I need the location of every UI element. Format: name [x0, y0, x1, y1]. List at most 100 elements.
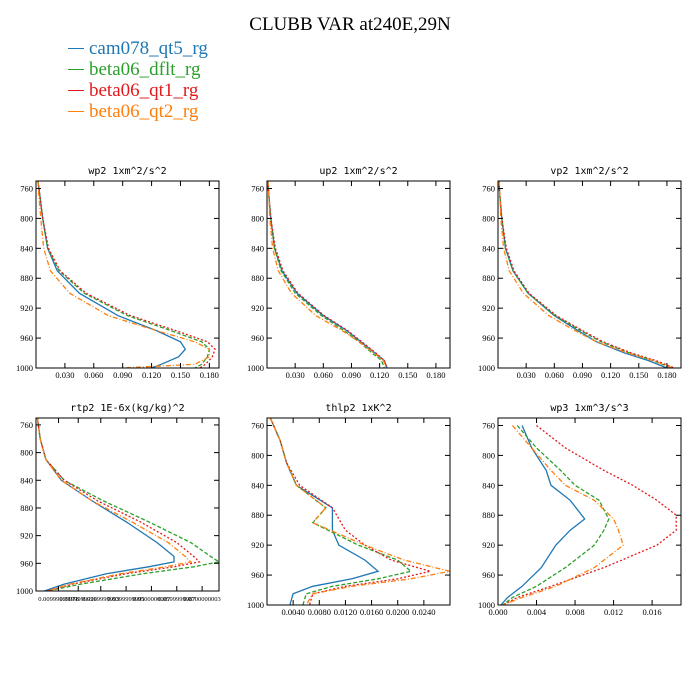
series-line: [498, 181, 668, 368]
y-tick-label: 760: [482, 183, 495, 193]
x-tick-label: 0.012: [604, 607, 623, 617]
y-tick-label: 920: [20, 531, 33, 541]
panel-5: thlp2 1xK^2 760 800 840 880 920 960 1000 0.0040 0…: [247, 403, 451, 617]
y-tick-label: 840: [20, 243, 33, 253]
y-tick-label: 920: [251, 303, 264, 313]
series-line: [36, 418, 201, 591]
x-tick-label: 0.0200: [386, 607, 409, 617]
x-tick-label: 0.090: [113, 370, 132, 380]
series-line: [502, 425, 624, 605]
y-tick-label: 840: [482, 243, 495, 253]
y-tick-label: 960: [482, 570, 495, 580]
y-tick-label: 800: [482, 450, 495, 460]
x-tick-label: 0.0040: [281, 607, 304, 617]
series-line: [498, 181, 672, 368]
y-tick-label: 1000: [478, 363, 495, 373]
series-line: [37, 181, 211, 368]
series-line: [267, 181, 387, 368]
y-tick-label: 960: [251, 333, 264, 343]
series-line: [502, 424, 677, 605]
series-line: [37, 181, 216, 368]
y-tick-label: 760: [482, 420, 495, 430]
x-tick-label: 0.030: [55, 370, 74, 380]
y-tick-label: 880: [482, 273, 495, 283]
series-line: [498, 181, 673, 368]
legend-label: beta06_dflt_rg: [89, 58, 201, 80]
x-tick-label: 0.030: [286, 370, 305, 380]
panel-1: wp2 1xm^2/s^2 760 800 840 880 920 960 1000 0.030…: [16, 166, 220, 380]
legend-swatch: [68, 90, 84, 91]
panel-3: vp2 1xm^2/s^2 760 800 840 880 920 960 1000 0.030…: [478, 166, 682, 380]
x-tick-label: 0.030: [517, 370, 536, 380]
y-tick-label: 800: [251, 450, 264, 460]
y-tick-label: 880: [482, 510, 495, 520]
plot-frame: [266, 417, 451, 606]
y-tick-label: 800: [20, 213, 33, 223]
x-tick-label: 0.180: [200, 370, 219, 380]
y-tick-label: 760: [20, 420, 33, 430]
panel-title: up2 1xm^2/s^2: [319, 166, 397, 177]
x-tick-label: 0.150: [171, 370, 190, 380]
series-line: [36, 418, 175, 591]
y-tick-label: 880: [20, 503, 33, 513]
series-line: [37, 181, 187, 368]
y-tick-label: 1000: [16, 363, 33, 373]
chart-title: CLUBB VAR at240E,29N: [249, 14, 451, 35]
panel-title: wp2 1xm^2/s^2: [88, 166, 166, 177]
x-tick-label: 0.000: [488, 607, 507, 617]
y-tick-label: 880: [251, 510, 264, 520]
y-tick-label: 960: [251, 570, 264, 580]
x-tick-label: 0.00999999978: [38, 596, 79, 603]
plot-frame: [497, 180, 682, 369]
legend-label: beta06_qt2_rg: [89, 100, 199, 122]
x-tick-label: 0.0240: [412, 607, 435, 617]
y-tick-label: 920: [20, 303, 33, 313]
y-tick-label: 920: [482, 540, 495, 550]
y-tick-label: 960: [482, 333, 495, 343]
series-line: [502, 425, 610, 605]
y-tick-label: 880: [251, 273, 264, 283]
y-tick-label: 880: [20, 273, 33, 283]
legend-label: beta06_qt1_rg: [89, 79, 199, 101]
x-tick-label: 0.060: [545, 370, 564, 380]
plot-frame: [35, 417, 220, 592]
panel-title: wp3 1xm^3/s^3: [550, 403, 628, 414]
x-tick-label: 0.016: [643, 607, 662, 617]
x-tick-label: 0.180: [426, 370, 445, 380]
x-tick-label: 0.0160: [360, 607, 383, 617]
y-tick-label: 800: [20, 448, 33, 458]
y-tick-label: 760: [20, 183, 33, 193]
series-line: [500, 425, 586, 605]
legend-item: cam078_qt5_rg: [68, 38, 208, 59]
x-tick-label: 0.008: [565, 607, 584, 617]
panel-6: wp3 1xm^3/s^3 760 800 840 880 920 960 10000.000…: [478, 403, 682, 617]
panel-2: up2 1xm^2/s^2 760 800 840 880 920 960 1000 0.030…: [247, 166, 451, 380]
y-tick-label: 920: [482, 303, 495, 313]
x-tick-label: 0.004: [527, 607, 547, 617]
x-tick-label: 0.0299999993: [82, 596, 119, 603]
plot-frame: [497, 417, 682, 606]
legend: cam078_qt5_rg beta06_dflt_rg beta06_qt1_…: [68, 38, 208, 122]
x-tick-label: 0.090: [342, 370, 361, 380]
panel-title: thlp2 1xK^2: [325, 403, 391, 414]
x-tick-label: 0.120: [601, 370, 620, 380]
x-tick-label: 0.0199999996: [60, 596, 98, 603]
series-line: [269, 418, 380, 605]
x-tick-label: 0.150: [629, 370, 648, 380]
plot-frame: [266, 180, 451, 369]
legend-item: beta06_dflt_rg: [68, 59, 208, 80]
panel-4: rtp2 1E-6x(kg/kg)^2 760 800 840 880 920 960 100…: [16, 403, 221, 603]
x-tick-label: 0.120: [142, 370, 161, 380]
x-tick-label: 0.0080: [308, 607, 331, 617]
series-line: [498, 181, 675, 368]
legend-swatch: [68, 111, 84, 112]
legend-item: beta06_qt2_rg: [68, 101, 208, 122]
x-tick-label: 0.150: [398, 370, 417, 380]
x-tick-label: 0.0599999987: [158, 596, 196, 603]
plot-frame: [35, 180, 220, 369]
x-tick-label: 0.0700000003: [183, 596, 220, 603]
x-tick-label: 0.060: [84, 370, 103, 380]
y-tick-label: 1000: [247, 600, 264, 610]
y-tick-label: 1000: [16, 586, 33, 596]
